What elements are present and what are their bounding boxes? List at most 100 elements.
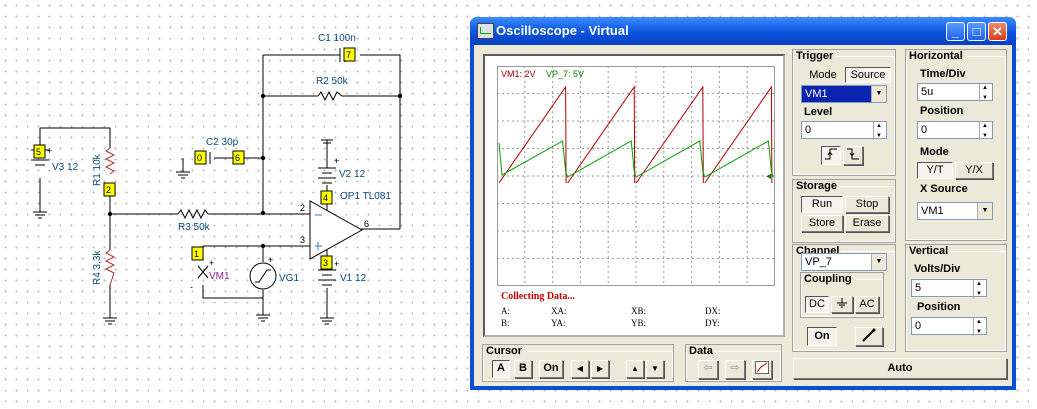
v2-label: V2 12 — [339, 169, 366, 180]
h-position-spinner[interactable] — [979, 122, 992, 140]
ground-icon — [837, 298, 847, 308]
timediv-value: 5u — [921, 86, 934, 98]
cursor-right-button[interactable]: ▶ — [591, 360, 609, 378]
data-save-button[interactable]: ⇨ — [725, 360, 745, 379]
trigger-source-value: VM1 — [805, 88, 828, 100]
cursor-title: Cursor — [486, 345, 523, 357]
coupling-title: Coupling — [804, 273, 852, 285]
trigger-group: Trigger — [792, 49, 896, 176]
window-title: Oscilloscope - Virtual — [496, 23, 629, 38]
r3-label: R3 50k — [178, 222, 211, 233]
vg1-plus: + — [268, 255, 273, 265]
data-title: Data — [689, 345, 713, 357]
storage-group: Storage — [792, 179, 896, 243]
cursor-left-button[interactable]: ◀ — [571, 360, 589, 378]
node-2: 2 — [106, 185, 111, 195]
voltsdiv-input[interactable]: 5 — [911, 279, 987, 298]
cursor-a-button[interactable]: A — [492, 360, 510, 378]
storage-store-button[interactable]: Store — [801, 215, 843, 232]
close-button[interactable]: ✕ — [988, 22, 1007, 41]
mode-yx-button[interactable]: Y/X — [955, 162, 993, 179]
data-export-button[interactable] — [752, 360, 772, 379]
falling-edge-icon — [847, 148, 859, 160]
vm1-scale-label: VM1: 2V — [501, 69, 536, 79]
voltsdiv-spinner[interactable] — [973, 280, 986, 298]
vm1-minus: - — [190, 282, 193, 292]
coupling-dc-button[interactable]: DC — [805, 296, 829, 313]
xsource-select[interactable]: VM1 ▼ — [917, 202, 993, 220]
oscilloscope-icon — [477, 23, 494, 39]
maximize-button[interactable]: □ — [967, 22, 986, 41]
cursor-xb: XB: — [631, 306, 647, 316]
vertical-title: Vertical — [909, 245, 949, 257]
pin-2: 2 — [300, 203, 305, 213]
trigger-source-select[interactable]: VM1 ▼ — [801, 85, 887, 103]
mode-yt-button[interactable]: Y/T — [917, 162, 953, 179]
node-3: 3 — [323, 258, 328, 268]
vp7-trace — [498, 140, 774, 178]
xsource-label: X Source — [920, 183, 968, 195]
minimize-button[interactable]: _ — [946, 22, 965, 41]
chevron-down-icon[interactable]: ▼ — [871, 254, 886, 270]
coupling-ground-button[interactable] — [831, 296, 853, 313]
vm1-label: VM1 — [209, 271, 230, 282]
oscilloscope-window: Oscilloscope - Virtual _ □ ✕ VM1: 2V VP_… — [470, 17, 1016, 390]
trigger-level-marker: ◂ — [766, 171, 772, 182]
scope-display[interactable]: VM1: 2V VP_7: 5V Collecting Data... A: B… — [483, 54, 785, 337]
pin-3: 3 — [300, 235, 305, 245]
node-6: 6 — [235, 153, 240, 163]
timediv-input[interactable]: 5u — [917, 83, 993, 102]
node-5: 5 — [36, 147, 41, 157]
storage-stop-button[interactable]: Stop — [845, 196, 889, 213]
channel-select[interactable]: VP_7 ▼ — [801, 253, 887, 271]
coupling-ac-button[interactable]: AC — [855, 296, 879, 313]
node-4: 4 — [323, 193, 328, 203]
v-position-value: 0 — [915, 320, 922, 332]
open-icon: ⇦ — [703, 362, 713, 374]
cursor-dx: DX: — [705, 306, 721, 316]
cursor-down-button[interactable]: ▼ — [646, 360, 664, 378]
voltsdiv-label: Volts/Div — [914, 263, 961, 275]
cursor-up-button[interactable]: ▲ — [626, 360, 644, 378]
trigger-rising-edge-button[interactable] — [821, 146, 841, 165]
schematic-canvas[interactable]: 7 0 6 4 2 5 1 3 2 3 6 + + + + + - C1 100… — [0, 0, 470, 409]
cursor-b: B: — [501, 318, 510, 328]
chevron-down-icon[interactable]: ▼ — [871, 86, 886, 102]
chevron-down-icon[interactable]: ▼ — [977, 203, 992, 219]
oscilloscope-panel: VM1: 2V VP_7: 5V Collecting Data... A: B… — [474, 45, 1012, 386]
v1-label: V1 12 — [340, 273, 367, 284]
storage-erase-button[interactable]: Erase — [845, 215, 889, 232]
storage-run-button[interactable]: Run — [801, 196, 843, 213]
node-7: 7 — [346, 50, 351, 60]
c2-label: C2 30p — [206, 137, 239, 148]
h-position-input[interactable]: 0 — [917, 121, 993, 140]
horizontal-title: Horizontal — [909, 50, 963, 62]
trigger-mode-button[interactable]: Mode — [801, 67, 845, 83]
v-position-spinner[interactable] — [973, 318, 986, 336]
v3-plus: + — [47, 146, 52, 156]
channel-on-button[interactable]: On — [807, 327, 837, 346]
v-position-label: Position — [917, 301, 961, 313]
level-spinner[interactable] — [873, 122, 886, 140]
save-icon: ⇨ — [730, 362, 740, 374]
auto-button[interactable]: Auto — [793, 358, 1007, 379]
data-open-button[interactable]: ⇦ — [698, 360, 718, 379]
trigger-falling-edge-button[interactable] — [843, 146, 863, 165]
trigger-level-value: 0 — [805, 124, 812, 136]
node-0: 0 — [197, 153, 202, 163]
title-bar[interactable]: Oscilloscope - Virtual _ □ ✕ — [470, 17, 1016, 45]
pin-6: 6 — [364, 219, 369, 229]
v2-plus: + — [334, 156, 339, 166]
cursor-b-button[interactable]: B — [514, 360, 532, 378]
h-position-value: 0 — [921, 124, 928, 136]
v-position-input[interactable]: 0 — [911, 317, 987, 336]
vm1-plus: + — [209, 258, 214, 268]
trigger-source-button[interactable]: Source — [845, 67, 891, 83]
trigger-title: Trigger — [796, 50, 834, 62]
horizontal-group: Horizontal — [905, 49, 1007, 241]
cursor-yb: YB: — [631, 318, 647, 328]
trigger-level-input[interactable]: 0 — [801, 121, 887, 140]
cursor-on-button[interactable]: On — [539, 360, 563, 378]
probe-button[interactable] — [855, 327, 883, 346]
timediv-spinner[interactable] — [979, 84, 992, 102]
